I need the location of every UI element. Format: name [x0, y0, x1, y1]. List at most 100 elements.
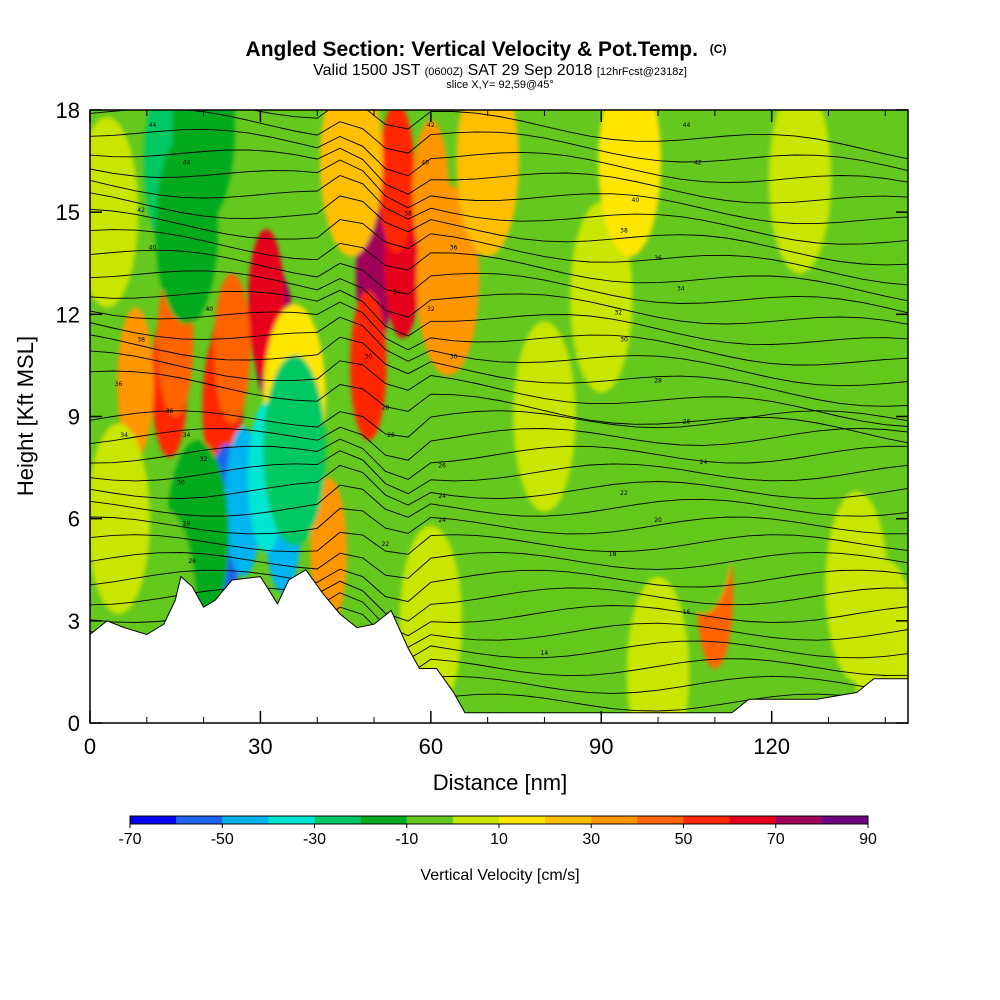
velocity-cell-5 — [213, 273, 251, 424]
isentrope-label-43: 14 — [541, 650, 549, 657]
colorbar-tick-label-0: -70 — [118, 831, 141, 848]
colorbar-swatch-5 — [360, 816, 408, 824]
isentrope-label-23: 26 — [387, 432, 395, 439]
colorbar-swatch-13 — [729, 816, 777, 824]
colorbar-swatch-0 — [130, 816, 177, 824]
chart-title: Angled Section: Vertical Velocity & Pot.… — [246, 38, 727, 61]
isentrope-label-15: 40 — [421, 159, 429, 166]
velocity-cell-15 — [456, 110, 519, 257]
isentrope-label-21: 30 — [450, 354, 458, 361]
isentrope-label-38: 24 — [700, 459, 708, 466]
isentrope-line-12 — [90, 464, 908, 506]
isentrope-line-18 — [90, 350, 908, 427]
isentrope-label-41: 18 — [609, 551, 617, 558]
isentrope-line-11 — [90, 484, 908, 518]
colorbar-tick-label-3: -10 — [395, 831, 418, 848]
isentrope-label-36: 28 — [654, 377, 662, 384]
isentrope-line-33 — [250, 110, 908, 160]
colorbar-swatch-11 — [637, 816, 684, 824]
isentrope-line-16 — [90, 410, 908, 438]
isentrope-label-3: 40 — [149, 245, 157, 252]
isentrope-line-14 — [90, 438, 908, 480]
slice-label: slice X,Y= 92,59@45° — [446, 79, 554, 91]
isentrope-label-4: 40 — [205, 306, 213, 313]
colorbar-label: Vertical Velocity [cm/s] — [420, 867, 579, 884]
velocity-cell-36 — [740, 218, 803, 410]
isentrope-line-7 — [90, 568, 908, 603]
velocity-cell-39 — [570, 201, 633, 393]
isentrope-label-20: 30 — [365, 354, 373, 361]
isentrope-line-25 — [90, 229, 908, 302]
isentrope-label-10: 32 — [200, 456, 208, 463]
velocity-field — [90, 110, 908, 723]
colorbar-swatch-10 — [591, 816, 638, 824]
colorbar-swatch-9 — [545, 816, 592, 824]
isentrope-label-40: 20 — [654, 517, 662, 524]
velocity-cell-29 — [155, 133, 218, 325]
isentrope-line-28 — [90, 174, 908, 245]
colorbar-swatch-12 — [683, 816, 730, 824]
colorbar-swatch-8 — [499, 816, 546, 824]
isentrope-line-8 — [90, 551, 908, 579]
isentrope-label-35: 30 — [620, 337, 628, 344]
velocity-cell-40 — [598, 110, 661, 257]
isentrope-label-25: 24 — [438, 493, 446, 500]
isentrope-label-7: 36 — [166, 408, 174, 415]
isentrope-line-9 — [90, 531, 908, 555]
velocity-cell-32 — [609, 355, 673, 546]
copyright-mark: (C) — [710, 42, 727, 56]
colorbar-swatch-2 — [222, 816, 269, 824]
velocity-cell-38 — [854, 201, 908, 393]
isentrope-label-16: 38 — [404, 211, 412, 218]
isentrope-label-37: 26 — [683, 418, 691, 425]
isentrope-label-0: 44 — [149, 122, 157, 129]
isentrope-label-24: 26 — [438, 463, 446, 470]
colorbar-swatch-15 — [821, 816, 869, 824]
isentrope-label-8: 34 — [120, 432, 128, 439]
isentrope-label-12: 28 — [183, 520, 191, 527]
isentrope-label-33: 34 — [677, 285, 685, 292]
velocity-cell-48 — [626, 576, 690, 723]
velocity-cell-14 — [416, 184, 480, 376]
chart-subtitle: Valid 1500 JST (0600Z) SAT 29 Sep 2018 [… — [313, 62, 687, 79]
isentrope-label-18: 34 — [393, 289, 401, 296]
isentrope-label-1: 44 — [183, 159, 191, 166]
isentrope-line-22 — [90, 289, 908, 345]
isentrope-label-17: 36 — [450, 245, 458, 252]
isentrope-line-27 — [90, 192, 908, 266]
colorbar-tick-label-7: 70 — [767, 831, 785, 848]
x-tick-label-0: 0 — [84, 734, 96, 759]
y-axis-label: Height [Kft MSL] — [13, 336, 38, 496]
colorbar: -70 -50 -30 -10 10 30 50 70 90 — [118, 815, 877, 848]
colorbar-swatch-6 — [406, 816, 454, 824]
velocity-cell-10 — [350, 290, 387, 441]
isentrope-line-32 — [90, 110, 908, 172]
isentrope-label-9: 34 — [183, 432, 191, 439]
isentrope-label-32: 36 — [654, 255, 662, 262]
colorbar-tick-label-1: -50 — [211, 831, 234, 848]
velocity-cell-16 — [320, 110, 383, 257]
colorbar-tick-label-4: 10 — [490, 831, 508, 848]
x-tick-label-3: 90 — [589, 734, 613, 759]
velocity-cell-25 — [263, 355, 326, 546]
isentrope-lines — [90, 110, 908, 720]
x-tick-label-2: 60 — [419, 734, 443, 759]
isentrope-label-6: 36 — [115, 381, 123, 388]
isentrope-line-13 — [90, 450, 908, 495]
x-axis-label: Distance [nm] — [433, 770, 568, 795]
isentrope-line-15 — [90, 426, 908, 461]
x-tick-label-4: 120 — [753, 734, 790, 759]
isentrope-label-22: 28 — [382, 405, 390, 412]
isentrope-line-24 — [90, 249, 908, 314]
isentrope-label-14: 42 — [427, 122, 435, 129]
isentrope-label-27: 22 — [382, 541, 390, 548]
colorbar-tick-label-2: -30 — [303, 831, 326, 848]
isentrope-line-30 — [90, 147, 908, 204]
y-tick-label-5: 15 — [56, 200, 80, 225]
isentrope-label-11: 30 — [177, 480, 185, 487]
colorbar-swatch-1 — [176, 816, 223, 824]
isentrope-line-26 — [90, 208, 908, 286]
isentrope-label-42: 16 — [683, 609, 691, 616]
velocity-cell-41 — [768, 110, 832, 274]
